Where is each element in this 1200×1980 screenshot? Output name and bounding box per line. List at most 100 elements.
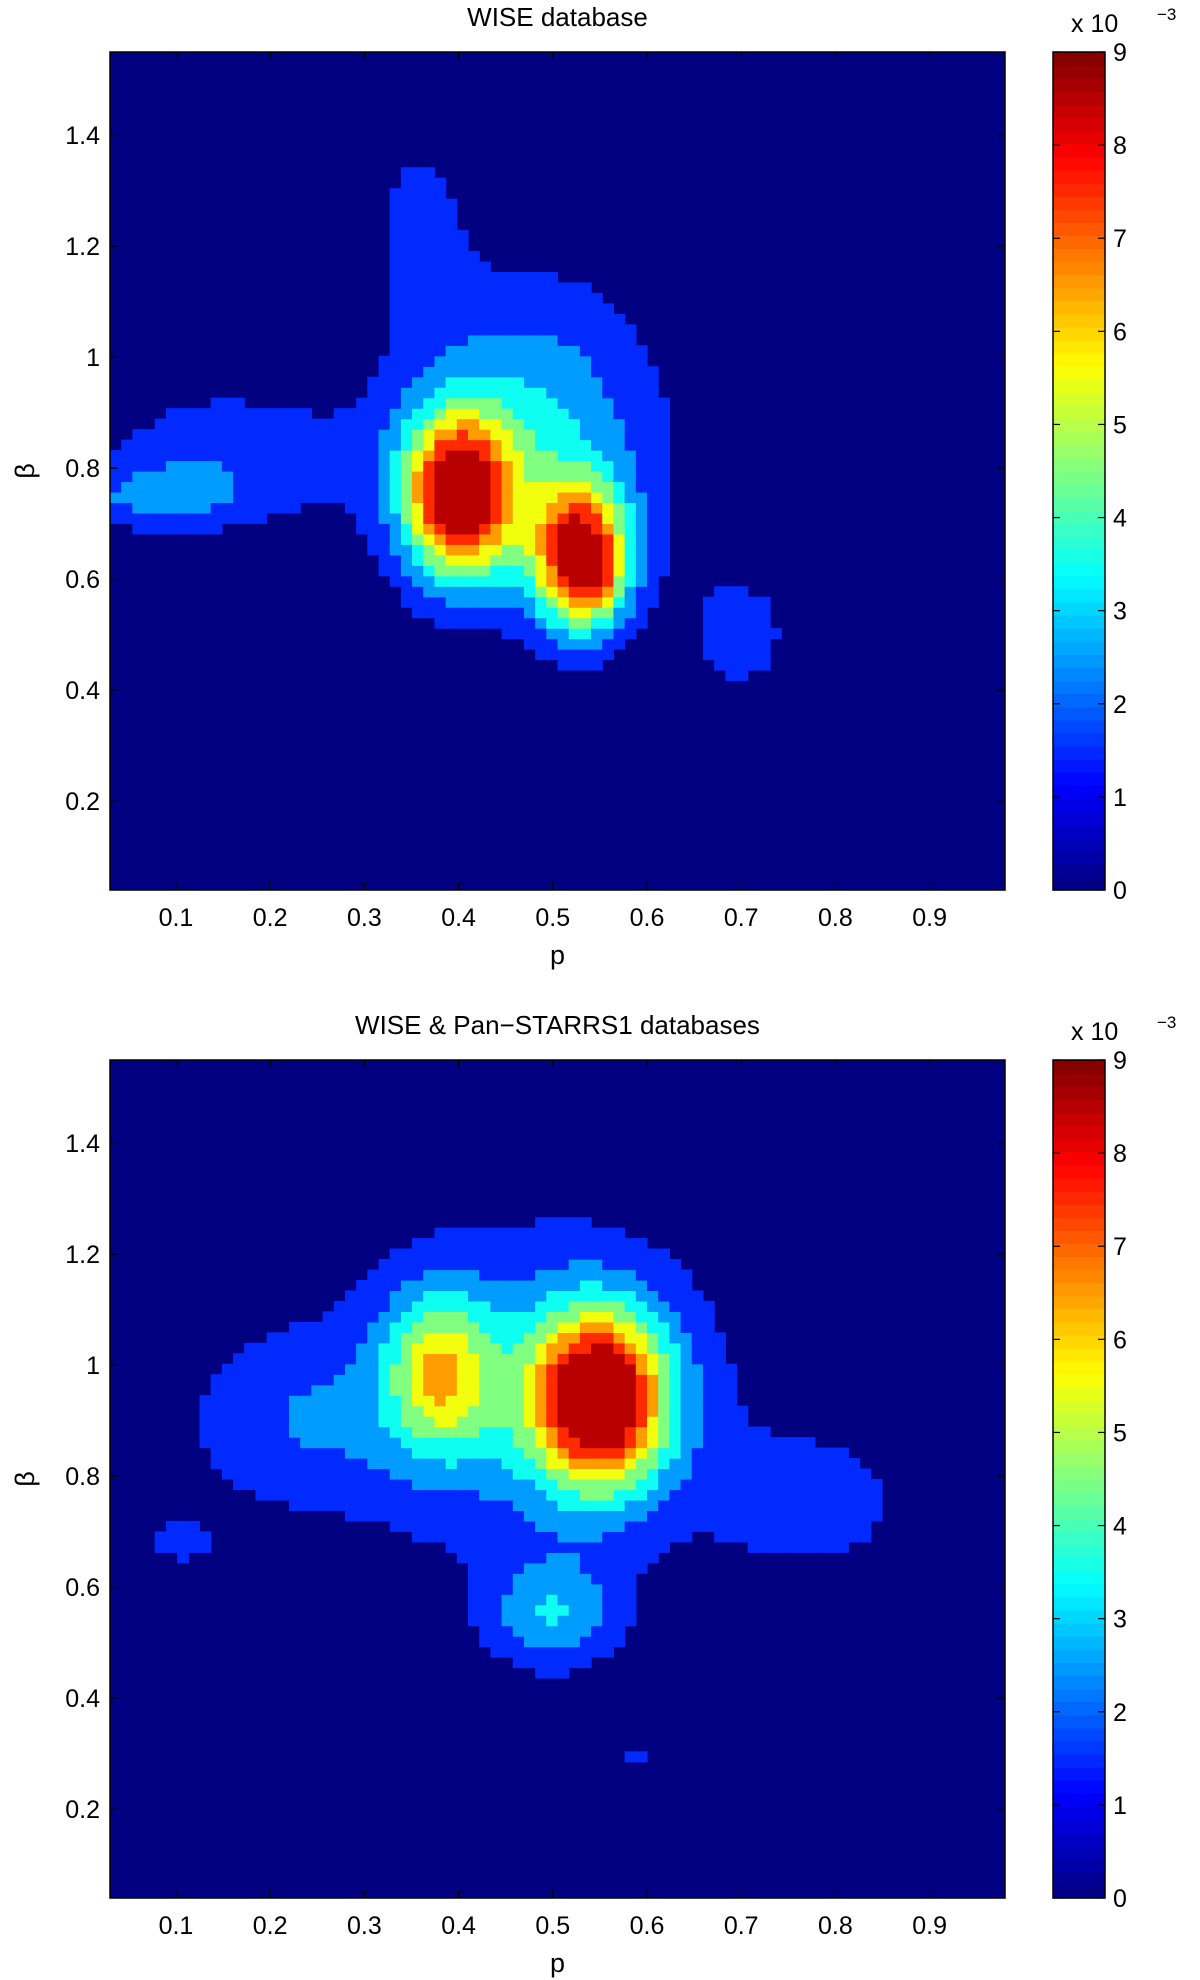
contour-cell bbox=[423, 408, 436, 420]
contour-cell bbox=[758, 628, 771, 640]
contour-cell bbox=[423, 1468, 436, 1480]
contour-cell bbox=[188, 502, 201, 514]
contour-cell bbox=[591, 649, 603, 661]
contour-cell bbox=[456, 1227, 469, 1239]
contour-cell bbox=[680, 1363, 693, 1375]
contour-cell bbox=[389, 1269, 402, 1281]
contour-cell bbox=[523, 397, 536, 409]
contour-cell bbox=[557, 1290, 570, 1302]
contour-cell bbox=[557, 607, 570, 619]
contour-cell bbox=[400, 345, 413, 357]
contour-cell bbox=[501, 408, 514, 420]
contour-cell bbox=[557, 418, 570, 430]
contour-cell bbox=[490, 1311, 503, 1323]
contour-cell bbox=[479, 607, 491, 619]
contour-cell bbox=[289, 439, 301, 451]
contour-cell bbox=[367, 502, 380, 514]
contour-cell bbox=[490, 450, 503, 462]
contour-cell bbox=[266, 1405, 279, 1417]
contour-cell bbox=[389, 1332, 402, 1344]
contour-cell bbox=[277, 1458, 290, 1470]
contour-cell bbox=[557, 1604, 570, 1616]
contour-cell bbox=[389, 292, 402, 304]
contour-cell bbox=[736, 1531, 749, 1543]
contour-cell bbox=[490, 1426, 503, 1438]
contour-cell bbox=[546, 1363, 559, 1375]
contour-cell bbox=[803, 1479, 816, 1491]
contour-cell bbox=[725, 1520, 738, 1532]
contour-cell bbox=[535, 418, 547, 430]
contour-cell bbox=[624, 471, 637, 483]
contour-cell bbox=[110, 502, 122, 514]
contour-cell bbox=[423, 1259, 436, 1271]
contour-cell bbox=[300, 481, 312, 493]
contour-cell bbox=[568, 1510, 581, 1522]
contour-cell bbox=[635, 471, 648, 483]
colorbar-swatch bbox=[1053, 1793, 1105, 1807]
contour-cell bbox=[468, 1300, 480, 1312]
contour-cell bbox=[490, 439, 503, 451]
contour-cell bbox=[535, 1583, 547, 1595]
contour-cell bbox=[468, 1269, 480, 1281]
contour-cell bbox=[233, 1363, 245, 1375]
contour-cell bbox=[523, 1227, 536, 1239]
contour-cell bbox=[199, 481, 212, 493]
contour-cell bbox=[691, 1489, 704, 1501]
contour-cell bbox=[490, 313, 503, 325]
contour-cell bbox=[311, 429, 324, 441]
contour-cell bbox=[423, 334, 436, 346]
contour-cell bbox=[568, 617, 581, 629]
contour-cell bbox=[400, 1248, 413, 1260]
contour-cell bbox=[367, 1395, 380, 1407]
contour-cell bbox=[602, 554, 615, 566]
contour-cell bbox=[535, 1468, 547, 1480]
colorbar-swatch bbox=[1053, 261, 1105, 276]
contour-cell bbox=[389, 1374, 402, 1386]
contour-cell bbox=[434, 1520, 447, 1532]
contour-cell bbox=[344, 408, 357, 420]
contour-cell bbox=[389, 1363, 402, 1375]
colorbar-swatch bbox=[1053, 1164, 1105, 1179]
contour-cell bbox=[602, 1279, 615, 1292]
contour-cell bbox=[591, 408, 603, 420]
contour-cell bbox=[602, 1238, 615, 1250]
contour-cell bbox=[434, 1353, 447, 1365]
contour-cell bbox=[568, 324, 581, 336]
contour-cell bbox=[434, 617, 447, 629]
contour-cell bbox=[490, 271, 503, 284]
contour-cell bbox=[244, 481, 257, 493]
contour-cell bbox=[770, 1447, 782, 1459]
contour-cell bbox=[557, 1531, 570, 1543]
contour-cell bbox=[579, 1520, 592, 1532]
contour-cell bbox=[512, 1342, 525, 1354]
contour-cell bbox=[389, 1290, 402, 1302]
y-tick-label: 0.8 bbox=[65, 455, 100, 483]
contour-cell bbox=[512, 1636, 525, 1648]
contour-cell bbox=[266, 1426, 279, 1438]
contour-cell bbox=[412, 345, 424, 357]
contour-cell bbox=[266, 1416, 279, 1428]
contour-cell bbox=[468, 251, 480, 263]
contour-cell bbox=[468, 1458, 480, 1470]
contour-cell bbox=[289, 1332, 301, 1344]
colorbar-swatch bbox=[1053, 182, 1105, 197]
contour-cell bbox=[412, 523, 424, 535]
contour-cell bbox=[579, 575, 592, 587]
contour-cell bbox=[591, 1311, 603, 1323]
contour-cell bbox=[624, 1332, 637, 1344]
contour-cell bbox=[635, 512, 648, 524]
contour-cell bbox=[479, 1227, 491, 1239]
contour-cell bbox=[434, 502, 447, 514]
contour-cell bbox=[412, 565, 424, 577]
contour-cell bbox=[702, 1447, 715, 1459]
contour-cell bbox=[647, 429, 659, 441]
contour-cell bbox=[344, 1353, 357, 1365]
contour-cell bbox=[412, 607, 424, 619]
contour-cell bbox=[311, 1321, 324, 1333]
contour-cell bbox=[512, 397, 525, 409]
contour-cell bbox=[356, 502, 368, 514]
contour-cell bbox=[468, 376, 480, 388]
contour-cell bbox=[468, 1479, 480, 1491]
contour-cell bbox=[311, 471, 324, 483]
contour-cell bbox=[579, 1499, 592, 1512]
